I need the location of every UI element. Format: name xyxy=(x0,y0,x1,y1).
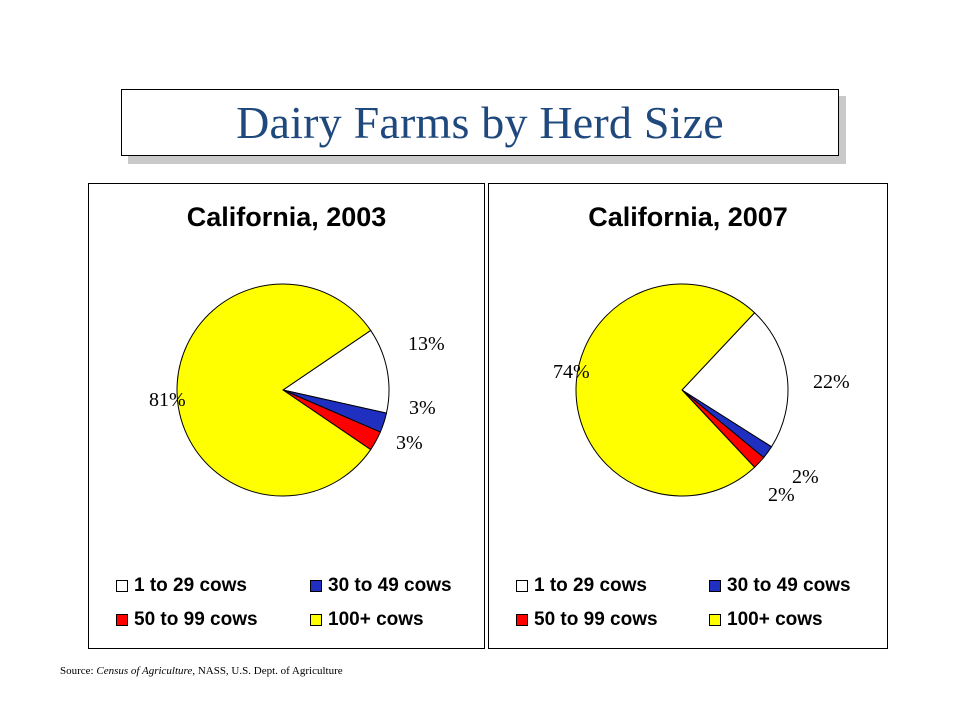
pie-data-label: 3% xyxy=(409,397,436,419)
pie-data-label: 22% xyxy=(813,371,850,393)
pie-data-label: 81% xyxy=(149,389,186,411)
legend-label: 1 to 29 cows xyxy=(134,575,247,596)
chart-panel-2003: California, 2003 13% 3% 3% 81% 1 to 29 cows… xyxy=(88,183,485,649)
legend-label: 100+ cows xyxy=(328,609,424,630)
pie-chart-2007: 22% 2%2% 74% xyxy=(553,283,850,506)
pie-data-label: 3% xyxy=(396,432,423,454)
legend-label: 1 to 29 cows xyxy=(534,575,647,596)
legend-label: 100+ cows xyxy=(727,609,823,630)
legend-swatch xyxy=(516,614,528,626)
legend-item: 100+ cows xyxy=(709,609,823,631)
legend-label: 50 to 99 cows xyxy=(534,609,658,630)
pie-data-label: 74% xyxy=(553,361,590,383)
legend-swatch xyxy=(116,580,128,592)
legend-label: 30 to 49 cows xyxy=(328,575,452,596)
legend-item: 50 to 99 cows xyxy=(516,609,658,631)
chart-panel-2007: California, 2007 22% 2% 2% 74% 1 to 29 cows… xyxy=(488,183,888,649)
chart-title: California, 2007 xyxy=(588,202,788,232)
legend-item: 100+ cows xyxy=(310,609,424,631)
legend-item: 1 to 29 cows xyxy=(516,575,647,597)
chart-title: California, 2003 xyxy=(186,202,387,232)
source-note: Source: Census of Agriculture, NASS, U.S… xyxy=(60,665,343,677)
pie-data-label: 2% xyxy=(792,466,819,488)
legend-swatch xyxy=(516,580,528,592)
legend-swatch xyxy=(709,614,721,626)
source-publication: Census of Agriculture xyxy=(96,665,193,677)
source-suffix: , NASS, U.S. Dept. of Agriculture xyxy=(192,665,343,677)
pie-data-label: 2% xyxy=(768,484,795,506)
pie-slice-100-cows xyxy=(575,283,756,497)
legend-swatch xyxy=(116,614,128,626)
legend-item: 1 to 29 cows xyxy=(116,575,247,597)
legend-label: 50 to 99 cows xyxy=(134,609,258,630)
page-title: Dairy Farms by Herd Size xyxy=(236,97,724,148)
pie-slice-100-cows xyxy=(176,283,372,497)
pie-slice-1-to-29-cows xyxy=(281,329,390,414)
source-prefix: Source: xyxy=(60,665,97,677)
pie-chart-2003: 13% 3% 3% 81% xyxy=(149,283,445,497)
legend-item: 30 to 49 cows xyxy=(709,575,851,597)
legend-item: 50 to 99 cows xyxy=(116,609,258,631)
title-box: Dairy Farms by Herd Size xyxy=(121,89,839,156)
legend-swatch xyxy=(310,614,322,626)
legend-swatch xyxy=(709,580,721,592)
legend-swatch xyxy=(310,580,322,592)
legend-item: 30 to 49 cows xyxy=(310,575,452,597)
pie-slice-1-to-29-cows xyxy=(681,312,789,448)
pie-data-label: 13% xyxy=(408,333,445,355)
legend-label: 30 to 49 cows xyxy=(727,575,851,596)
